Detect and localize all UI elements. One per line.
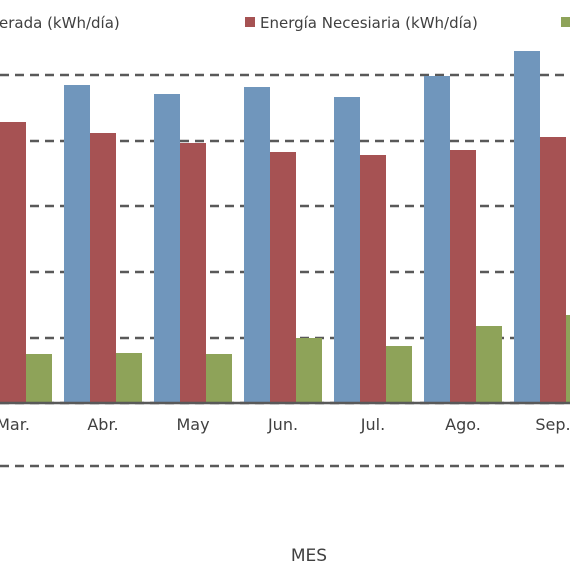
bar-third-may <box>206 354 232 403</box>
legend-swatch-required <box>245 17 255 27</box>
x-axis-title: MES <box>291 546 327 566</box>
legend: erada (kWh/día) Energía Necesiaria (kWh/… <box>0 14 570 32</box>
bar-required-abr <box>90 133 116 403</box>
bar-required-jun <box>270 152 296 403</box>
x-tick-label: May <box>176 415 209 434</box>
bar-third-sep <box>566 315 570 403</box>
bar-required-may <box>180 143 206 403</box>
bar-required-mar <box>0 122 26 403</box>
bar-required-ago <box>450 150 476 403</box>
legend-swatch-third-series <box>561 17 570 27</box>
bar-third-ago <box>476 326 502 403</box>
bar-generated-jun <box>244 87 270 403</box>
legend-label-generated: erada (kWh/día) <box>0 14 120 32</box>
x-tick-labels: Mar. Abr. May Jun. Jul. Ago. Sep. <box>0 415 570 434</box>
bar-third-jun <box>296 338 322 403</box>
bar-required-sep <box>540 137 566 403</box>
bar-generated-jul <box>334 97 360 403</box>
x-tick-label: Sep. <box>535 415 570 434</box>
x-tick-label: Ago. <box>445 415 481 434</box>
x-tick-label: Mar. <box>0 415 30 434</box>
bar-third-abr <box>116 353 142 403</box>
bar-generated-may <box>154 94 180 403</box>
bar-generated-abr <box>64 85 90 403</box>
bar-generated-ago <box>424 76 450 403</box>
x-tick-label: Abr. <box>87 415 118 434</box>
x-tick-label: Jul. <box>360 415 385 434</box>
bar-third-mar <box>26 354 52 403</box>
bar-third-jul <box>386 346 412 403</box>
x-tick-label: Jun. <box>267 415 298 434</box>
bars <box>0 51 570 403</box>
bar-required-jul <box>360 155 386 403</box>
bar-generated-sep <box>514 51 540 403</box>
legend-label-required: Energía Necesiaria (kWh/día) <box>260 14 478 32</box>
